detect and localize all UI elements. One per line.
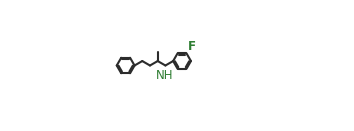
Text: NH: NH [156,69,173,82]
Text: F: F [188,40,195,53]
